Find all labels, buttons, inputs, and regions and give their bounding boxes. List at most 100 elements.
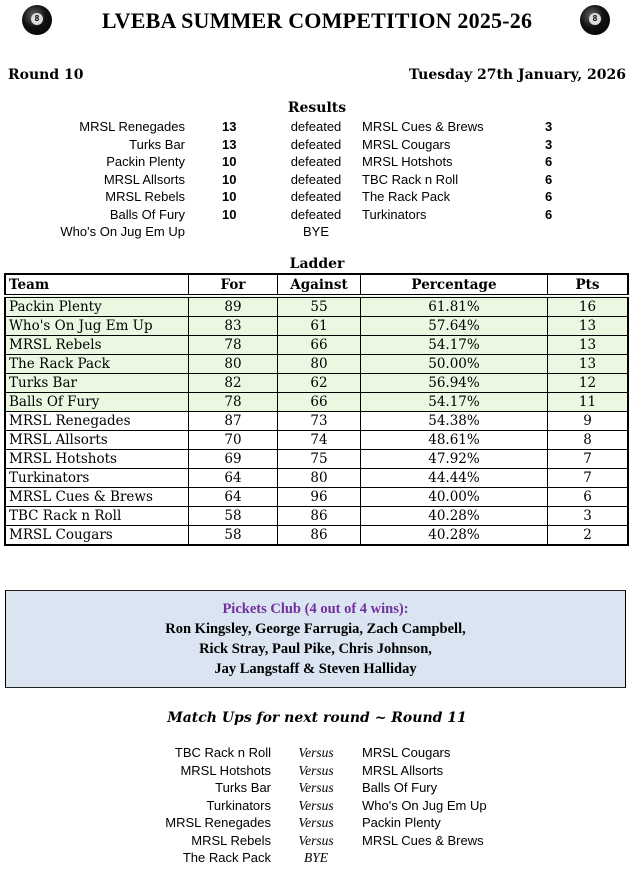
cell-pts: 11 [547, 392, 629, 412]
home-team: The Rack Pack [182, 850, 271, 865]
eight-ball-icon: 8 [580, 5, 610, 35]
ladder-title: Ladder [289, 256, 345, 272]
ladder-row: Turkinators 64 80 44.44% 7 [4, 468, 629, 488]
cell-percentage: 40.28% [360, 506, 548, 526]
cell-percentage: 56.94% [360, 373, 548, 393]
winner-team: MRSL Renegades [79, 119, 185, 134]
pickets-line: Jay Langstaff & Steven Halliday [214, 661, 417, 677]
cell-team: MRSL Cues & Brews [4, 487, 189, 507]
versus-label: Versus [298, 780, 334, 795]
cell-against: 61 [277, 316, 361, 336]
winner-team: Turks Bar [129, 136, 185, 152]
pickets-line: Ron Kingsley, George Farrugia, Zach Camp… [165, 621, 466, 637]
cell-team: Turkinators [4, 468, 189, 488]
versus-label: Versus [298, 815, 334, 830]
eight-ball-icon: 8 [22, 5, 52, 35]
winner-score: 13 [222, 119, 237, 134]
cell-for: 82 [188, 373, 278, 393]
cell-pts: 6 [547, 487, 629, 507]
ladder-table: Team For Against Percentage Pts Packin P… [4, 273, 629, 546]
cell-pts: 7 [547, 449, 629, 469]
ladder-row: The Rack Pack 80 80 50.00% 13 [4, 354, 629, 374]
cell-percentage: 54.17% [360, 392, 548, 412]
cell-pts: 13 [547, 335, 629, 355]
cell-against: 80 [277, 468, 361, 488]
matchups-title: Match Ups for next round ~ Round 11 [167, 710, 467, 726]
cell-for: 89 [188, 295, 278, 317]
matchup-row: TBC Rack n Roll Versus MRSL Cougars [0, 745, 634, 762]
winner-team: Who's On Jug Em Up [60, 224, 185, 239]
date-label: Tuesday 27th January, 2026 [409, 67, 626, 83]
result-row: MRSL Allsorts 10 defeated TBC Rack n Rol… [0, 172, 634, 189]
col-pts: Pts [547, 273, 629, 298]
col-percentage: Percentage [360, 273, 548, 298]
result-verb: defeated [290, 171, 342, 187]
home-team: MRSL Hotshots [180, 762, 271, 778]
cell-team: Packin Plenty [4, 295, 189, 317]
matchup-row: Turkinators Versus Who's On Jug Em Up [0, 798, 634, 815]
cell-against: 66 [277, 392, 361, 412]
cell-pts: 12 [547, 373, 629, 393]
cell-percentage: 57.64% [360, 316, 548, 336]
winner-score: 10 [222, 171, 237, 187]
cell-team: Balls Of Fury [4, 392, 189, 412]
result-verb: defeated [290, 189, 342, 204]
cell-team: MRSL Rebels [4, 335, 189, 355]
ladder-row: Balls Of Fury 78 66 54.17% 11 [4, 392, 629, 412]
result-verb: BYE [302, 224, 329, 239]
cell-against: 80 [277, 354, 361, 374]
result-verb: defeated [290, 154, 342, 169]
loser-score: 3 [545, 136, 553, 152]
versus-label: Versus [298, 762, 334, 778]
away-team: MRSL Allsorts [362, 762, 444, 778]
winner-score: 10 [222, 189, 237, 204]
cell-pts: 3 [547, 506, 629, 526]
cell-pts: 13 [547, 354, 629, 374]
cell-against: 75 [277, 449, 361, 469]
matchup-row: MRSL Renegades Versus Packin Plenty [0, 815, 634, 832]
cell-for: 83 [188, 316, 278, 336]
results-title: Results [287, 100, 347, 116]
home-team: MRSL Rebels [191, 832, 271, 848]
result-verb: defeated [290, 206, 342, 222]
away-team: Who's On Jug Em Up [362, 797, 487, 813]
col-for: For [188, 273, 278, 298]
col-against: Against [277, 273, 361, 298]
cell-team: MRSL Hotshots [4, 449, 189, 469]
cell-percentage: 40.28% [360, 525, 548, 546]
loser-team: TBC Rack n Roll [362, 171, 459, 187]
result-verb: defeated [290, 136, 342, 152]
loser-team: Turkinators [362, 206, 427, 222]
result-row: MRSL Renegades 13 defeated MRSL Cues & B… [0, 119, 634, 136]
ladder-row: MRSL Allsorts 70 74 48.61% 8 [4, 430, 629, 450]
cell-against: 66 [277, 335, 361, 355]
loser-team: MRSL Hotshots [362, 154, 453, 169]
loser-score: 6 [545, 154, 553, 169]
ladder-row: TBC Rack n Roll 58 86 40.28% 3 [4, 506, 629, 526]
winner-score: 10 [222, 206, 237, 222]
winner-score: 13 [222, 136, 237, 152]
cell-team: Who's On Jug Em Up [4, 316, 189, 336]
ladder-row: MRSL Renegades 87 73 54.38% 9 [4, 411, 629, 431]
col-team: Team [4, 273, 189, 298]
ball-number: 8 [589, 13, 601, 25]
ball-number: 8 [31, 13, 43, 25]
winner-team: Balls Of Fury [109, 206, 185, 222]
cell-team: MRSL Cougars [4, 525, 189, 546]
loser-score: 3 [545, 119, 553, 134]
cell-team: Turks Bar [4, 373, 189, 393]
cell-percentage: 61.81% [360, 295, 548, 317]
winner-team: MRSL Rebels [105, 189, 185, 204]
cell-pts: 2 [547, 525, 629, 546]
loser-team: MRSL Cues & Brews [362, 119, 484, 134]
loser-team: MRSL Cougars [362, 136, 451, 152]
cell-percentage: 44.44% [360, 468, 548, 488]
cell-percentage: 50.00% [360, 354, 548, 374]
cell-against: 55 [277, 295, 361, 317]
matchup-row: MRSL Hotshots Versus MRSL Allsorts [0, 763, 634, 780]
cell-pts: 8 [547, 430, 629, 450]
loser-score: 6 [545, 189, 553, 204]
cell-team: The Rack Pack [4, 354, 189, 374]
ladder-row: MRSL Hotshots 69 75 47.92% 7 [4, 449, 629, 469]
result-row: Turks Bar 13 defeated MRSL Cougars 3 [0, 137, 634, 154]
